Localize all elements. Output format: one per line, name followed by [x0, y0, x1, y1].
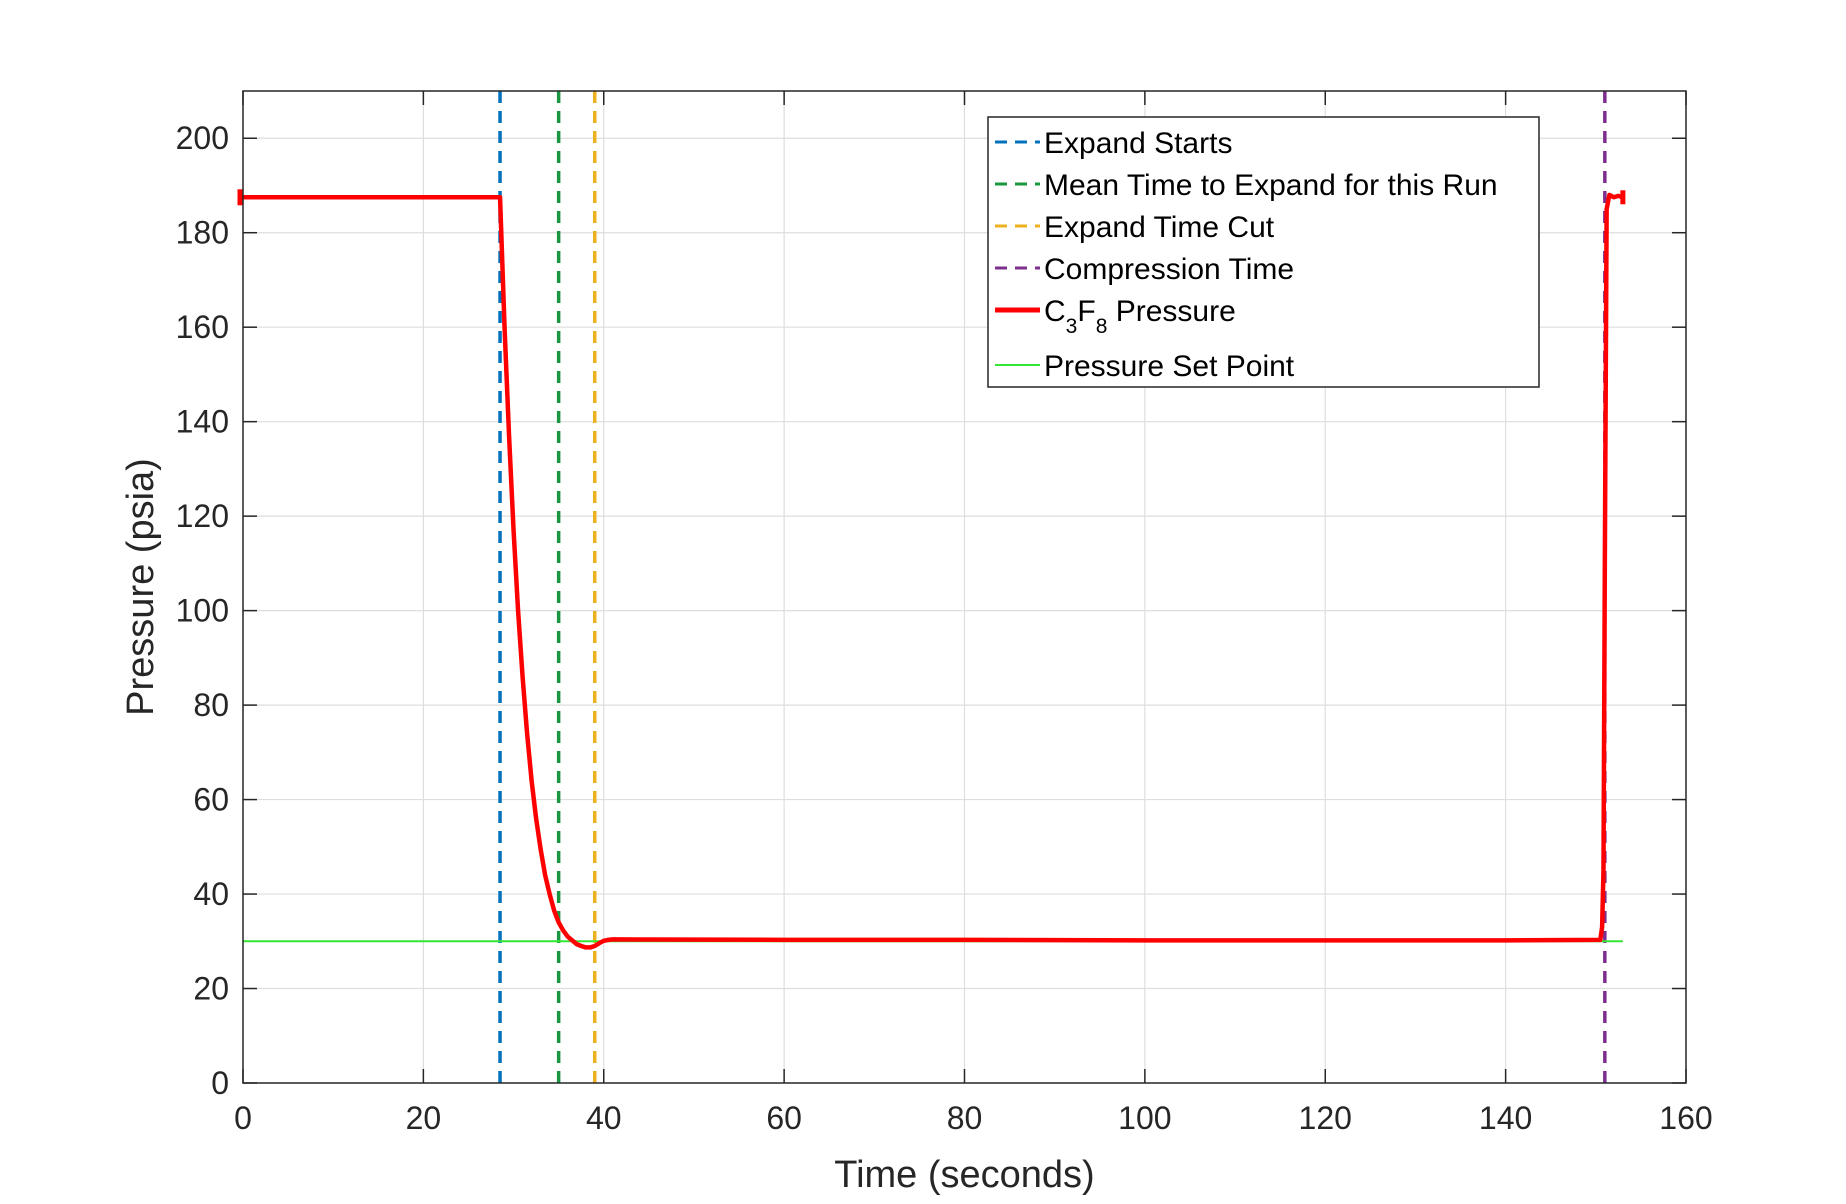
legend-label: Expand Starts	[1044, 127, 1232, 160]
tick-labels: 0 20 40 60 80 100 120 140 160 0 20 40 60 80 100 120 140 1…	[176, 120, 1713, 1136]
y-tick-label: 0	[211, 1065, 229, 1101]
legend-label: Pressure Set Point	[1044, 350, 1295, 383]
y-tick-label: 200	[176, 120, 229, 156]
y-tick-label: 20	[193, 971, 229, 1007]
x-tick-label: 20	[406, 1100, 442, 1136]
y-tick-label: 60	[193, 782, 229, 818]
x-tick-label: 140	[1479, 1100, 1532, 1136]
data-series	[237, 189, 1626, 950]
x-tick-label: 60	[766, 1100, 802, 1136]
axis-ticks	[242, 91, 1687, 1084]
y-tick-label: 180	[176, 215, 229, 251]
x-tick-label: 40	[586, 1100, 622, 1136]
x-axis-title: Time (seconds)	[834, 1154, 1094, 1196]
legend-label: Compression Time	[1044, 253, 1294, 286]
y-axis-title: Pressure (psia)	[120, 458, 162, 716]
legend-label: C3F8 Pressure	[1044, 295, 1236, 338]
series-line-pressure	[243, 192, 1624, 950]
y-tick-label: 160	[176, 309, 229, 345]
x-tick-label: 160	[1659, 1100, 1712, 1136]
x-tick-label: 120	[1299, 1100, 1352, 1136]
y-tick-label: 140	[176, 404, 229, 440]
legend-label: Expand Time Cut	[1044, 211, 1275, 244]
legend: Expand Starts Mean Time to Expand for thi…	[987, 116, 1540, 388]
x-tick-label: 0	[234, 1100, 252, 1136]
x-tick-label: 100	[1118, 1100, 1171, 1136]
y-tick-label: 80	[193, 687, 229, 723]
y-tick-label: 120	[176, 498, 229, 534]
legend-box	[987, 116, 1540, 388]
y-tick-label: 100	[176, 593, 229, 629]
x-tick-label: 80	[947, 1100, 983, 1136]
y-tick-label: 40	[193, 876, 229, 912]
legend-label: Mean Time to Expand for this Run	[1044, 169, 1498, 202]
